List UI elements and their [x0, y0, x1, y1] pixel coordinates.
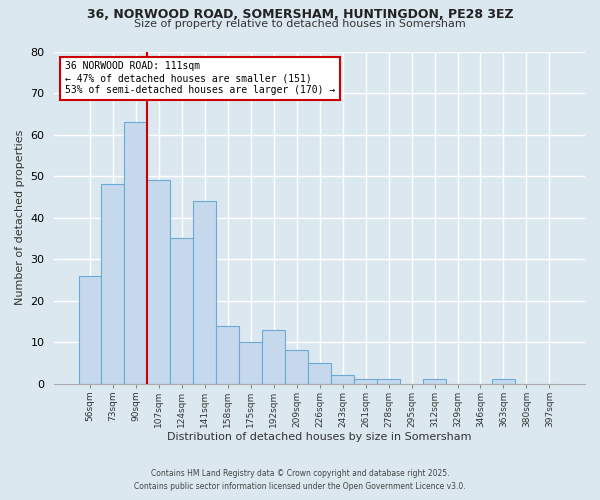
Bar: [262, 330, 285, 384]
Text: 36, NORWOOD ROAD, SOMERSHAM, HUNTINGDON, PE28 3EZ: 36, NORWOOD ROAD, SOMERSHAM, HUNTINGDON,…: [86, 8, 514, 20]
Y-axis label: Number of detached properties: Number of detached properties: [15, 130, 25, 305]
Text: 36 NORWOOD ROAD: 111sqm
← 47% of detached houses are smaller (151)
53% of semi-d: 36 NORWOOD ROAD: 111sqm ← 47% of detache…: [65, 62, 335, 94]
Bar: [193, 201, 217, 384]
Bar: [492, 380, 515, 384]
Bar: [285, 350, 308, 384]
Bar: [101, 184, 124, 384]
Bar: [377, 380, 400, 384]
Bar: [239, 342, 262, 384]
Bar: [217, 326, 239, 384]
Bar: [148, 180, 170, 384]
Bar: [79, 276, 101, 384]
Bar: [170, 238, 193, 384]
Text: Contains HM Land Registry data © Crown copyright and database right 2025.
Contai: Contains HM Land Registry data © Crown c…: [134, 469, 466, 491]
Bar: [308, 363, 331, 384]
Bar: [124, 122, 148, 384]
Bar: [331, 376, 354, 384]
Bar: [423, 380, 446, 384]
X-axis label: Distribution of detached houses by size in Somersham: Distribution of detached houses by size …: [167, 432, 472, 442]
Bar: [354, 380, 377, 384]
Text: Size of property relative to detached houses in Somersham: Size of property relative to detached ho…: [134, 19, 466, 29]
